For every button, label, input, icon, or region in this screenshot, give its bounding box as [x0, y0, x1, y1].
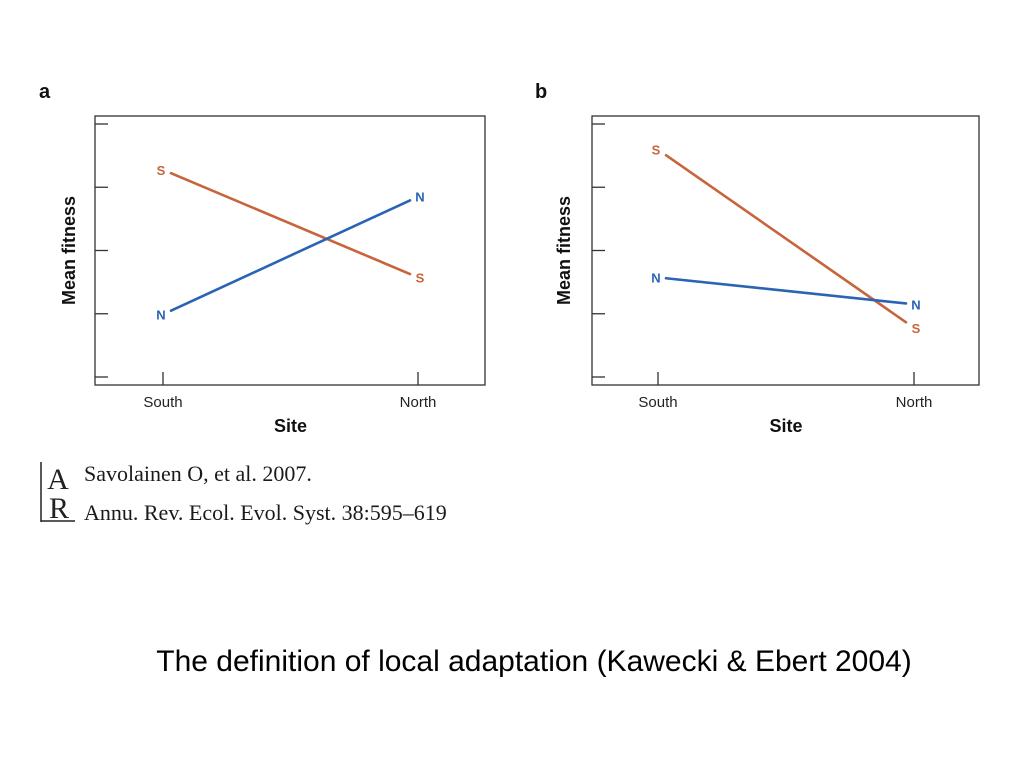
svg-text:A: A	[47, 463, 69, 496]
panel-a-series-s-point-label-south: S	[157, 163, 166, 178]
panel-b-letter: b	[535, 81, 547, 103]
panel-b-series-n-point-label-north: N	[911, 297, 920, 312]
panel-b-series-n-line	[664, 276, 908, 305]
panel-b-x-tick-label-south: South	[638, 394, 677, 411]
panel-b-x-tick-label-north: North	[896, 394, 933, 411]
slide-caption: The definition of local adaptation (Kawe…	[156, 645, 912, 678]
panel-b-series-n-point-label-south: N	[651, 270, 660, 285]
panel-b-y-axis-title: Mean fitness	[554, 196, 574, 305]
panel-a-series-n-point-label-south: N	[156, 307, 165, 322]
panel-a-y-axis-title: Mean fitness	[59, 196, 79, 305]
panel-a-letter: a	[39, 81, 51, 103]
citation-journal: Annu. Rev. Ecol. Evol. Syst. 38:595–619	[84, 500, 447, 525]
svg-text:R: R	[49, 492, 69, 522]
panel-b-series-s-point-label-north: S	[912, 321, 921, 336]
panel-a-x-tick-label-south: South	[143, 394, 182, 411]
annual-reviews-logo: A R	[40, 462, 76, 525]
panel-a-series-n-point-label-north: N	[415, 190, 424, 205]
panel-a-series-s-point-label-north: S	[416, 270, 425, 285]
panel-b-series-s-point-label-south: S	[652, 143, 661, 158]
panel-a-x-tick-label-north: North	[400, 394, 437, 411]
citation-authors: Savolainen O, et al. 2007.	[84, 461, 312, 486]
panel-a-series-n-line	[169, 199, 412, 312]
panel-b-plot-frame	[591, 115, 980, 386]
panel-a-plot-frame	[94, 115, 486, 386]
panel-b-x-axis-title: Site	[769, 416, 802, 436]
panel-b-series-s-line	[664, 153, 908, 324]
panel-a-x-axis-title: Site	[274, 416, 307, 436]
panel-a-series-s-line	[169, 171, 412, 276]
